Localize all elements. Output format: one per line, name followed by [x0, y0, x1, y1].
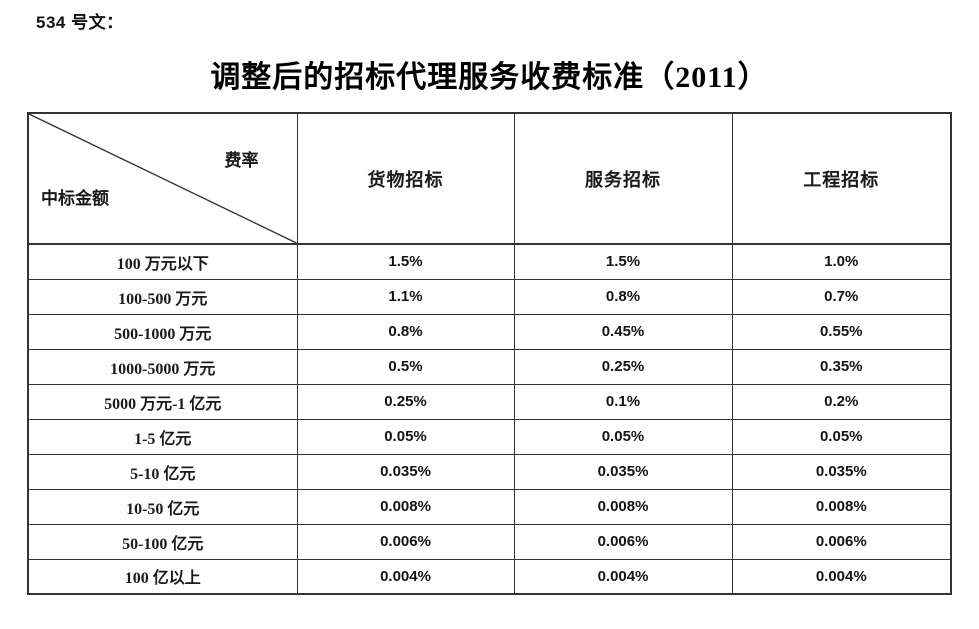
rate-cell: 1.5%: [296, 243, 515, 280]
rate-cell: 0.7%: [731, 278, 952, 315]
rate-cell: 0.006%: [731, 523, 952, 560]
table-row: 5-10 亿元 0.035% 0.035% 0.035%: [27, 453, 952, 490]
table-row: 10-50 亿元 0.008% 0.008% 0.008%: [27, 488, 952, 525]
row-label-cell: 1-5 亿元: [27, 418, 298, 455]
rate-cell: 1.5%: [513, 243, 733, 280]
diagonal-corner-cell: 费率 中标金额: [27, 112, 298, 245]
row-label-cell: 100-500 万元: [27, 278, 298, 315]
corner-label-rate: 费率: [224, 151, 259, 170]
column-header-engineering: 工程招标: [731, 112, 952, 245]
row-label-cell: 500-1000 万元: [27, 313, 298, 350]
row-label-cell: 100 亿以上: [27, 558, 298, 595]
rate-cell: 0.008%: [731, 488, 952, 525]
rate-cell: 0.25%: [296, 383, 515, 420]
rate-cell: 1.0%: [731, 243, 952, 280]
rate-cell: 0.05%: [731, 418, 952, 455]
row-label-cell: 5-10 亿元: [27, 453, 298, 490]
rate-cell: 0.55%: [731, 313, 952, 350]
document-number-label: 534 号文：: [36, 13, 124, 32]
rate-cell: 0.004%: [731, 558, 952, 595]
rate-cell: 0.004%: [296, 558, 515, 595]
table-row: 100 万元以下 1.5% 1.5% 1.0%: [27, 243, 952, 280]
rate-cell: 0.2%: [731, 383, 952, 420]
rate-cell: 0.05%: [296, 418, 515, 455]
table-header-row: 费率 中标金额 货物招标 服务招标 工程招标: [27, 112, 952, 245]
rate-cell: 0.006%: [513, 523, 733, 560]
row-label-cell: 10-50 亿元: [27, 488, 298, 525]
rate-cell: 0.008%: [513, 488, 733, 525]
row-label-cell: 100 万元以下: [27, 243, 298, 280]
column-header-goods: 货物招标: [296, 112, 515, 245]
rate-cell: 0.05%: [513, 418, 733, 455]
table-row: 50-100 亿元 0.006% 0.006% 0.006%: [27, 523, 952, 560]
rate-cell: 0.35%: [731, 348, 952, 385]
page-title: 调整后的招标代理服务收费标准（2011）: [210, 61, 769, 94]
rate-cell: 0.25%: [513, 348, 733, 385]
row-label-cell: 50-100 亿元: [27, 523, 298, 560]
rate-cell: 0.45%: [513, 313, 733, 350]
rate-cell: 0.035%: [513, 453, 733, 490]
table-row: 5000 万元-1 亿元 0.25% 0.1% 0.2%: [27, 383, 952, 420]
rate-cell: 0.008%: [296, 488, 515, 525]
column-header-services: 服务招标: [513, 112, 733, 245]
rate-cell: 0.1%: [513, 383, 733, 420]
rate-cell: 0.004%: [513, 558, 733, 595]
rate-cell: 0.5%: [296, 348, 515, 385]
fee-schedule-table: 费率 中标金额 货物招标 服务招标 工程招标 100 万元以下 1.5% 1.5…: [27, 112, 952, 595]
table-row: 100 亿以上 0.004% 0.004% 0.004%: [27, 558, 952, 595]
table-row: 1-5 亿元 0.05% 0.05% 0.05%: [27, 418, 952, 455]
rate-cell: 0.8%: [513, 278, 733, 315]
table-row: 100-500 万元 1.1% 0.8% 0.7%: [27, 278, 952, 315]
rate-cell: 0.8%: [296, 313, 515, 350]
diagonal-divider-line: [29, 114, 297, 243]
row-label-cell: 1000-5000 万元: [27, 348, 298, 385]
table-row: 500-1000 万元 0.8% 0.45% 0.55%: [27, 313, 952, 350]
rate-cell: 0.006%: [296, 523, 515, 560]
corner-label-amount: 中标金额: [41, 189, 109, 208]
table-row: 1000-5000 万元 0.5% 0.25% 0.35%: [27, 348, 952, 385]
row-label-cell: 5000 万元-1 亿元: [27, 383, 298, 420]
rate-cell: 0.035%: [731, 453, 952, 490]
rate-cell: 0.035%: [296, 453, 515, 490]
rate-cell: 1.1%: [296, 278, 515, 315]
